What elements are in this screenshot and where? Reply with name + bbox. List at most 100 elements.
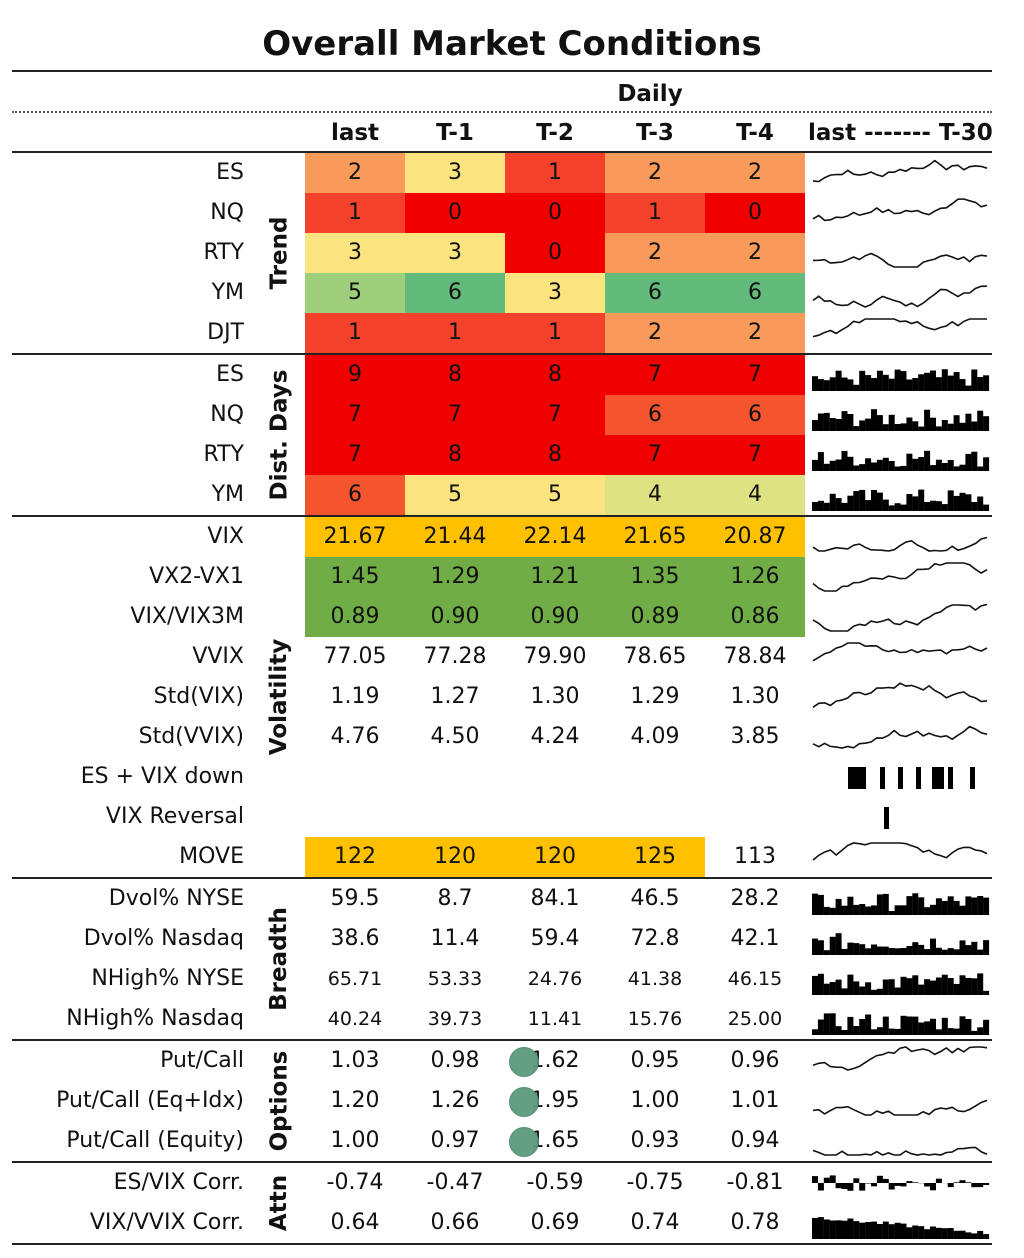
sparkline-bar — [906, 978, 913, 995]
sparkline-bar — [835, 1220, 842, 1239]
value-cell — [705, 757, 805, 797]
row-label: ES + VIX down — [80, 764, 244, 789]
sparkline-bar — [977, 410, 984, 431]
sparkline-bar — [977, 896, 984, 915]
sparkline-bar — [841, 502, 848, 511]
sparkline-bar — [900, 905, 907, 915]
sparkline-bar — [947, 1228, 954, 1239]
value-cell: 3 — [405, 153, 505, 193]
sparkline-bar — [876, 492, 883, 511]
sparkline-bar — [906, 1181, 913, 1183]
sparkline-bar — [871, 462, 877, 471]
sparkline-bar — [965, 453, 972, 471]
sparkline-bar — [829, 493, 836, 511]
sparkline-bar — [841, 1030, 848, 1035]
sparkline-bar — [983, 1234, 990, 1239]
sparkline-bar — [882, 893, 889, 915]
sparkline-bar — [817, 1217, 824, 1239]
value-cell: 8.7 — [437, 886, 473, 911]
value-cell: -0.74 — [326, 1170, 384, 1195]
value-cell: 125 — [605, 837, 705, 877]
sparkline-bar — [965, 1019, 972, 1035]
sparkline-bar — [977, 973, 984, 995]
sparkline-bar — [859, 420, 866, 431]
sparkline-bar — [835, 979, 842, 995]
value-cell: 8 — [405, 435, 505, 475]
sparkline-bar — [812, 1176, 818, 1183]
sparkline-bar — [965, 413, 972, 431]
value-cell: 1 — [405, 313, 505, 353]
value-cell: 2 — [705, 153, 805, 193]
sparkline-bar — [823, 463, 830, 471]
sparkline-bar — [882, 1221, 889, 1239]
sparkline-bar — [918, 489, 925, 511]
value-cell: 28.2 — [730, 886, 780, 911]
sparkline-bar — [953, 1230, 960, 1239]
value-cell: 22.14 — [505, 517, 605, 557]
sparkline-bar — [847, 1218, 854, 1239]
value-cell: 46.15 — [727, 968, 783, 990]
sparkline-bar — [841, 377, 848, 391]
sparkline-bar — [853, 904, 860, 915]
value-cell: 11.4 — [430, 926, 480, 951]
value-cell: 1.00 — [330, 1128, 380, 1153]
sparkline-bar — [953, 983, 960, 995]
group-label: Breadth — [264, 879, 294, 1039]
sparkline-event — [848, 767, 866, 789]
value-cell: 1 — [305, 313, 405, 353]
value-cell: 1.29 — [405, 557, 505, 597]
row-label: Dvol% Nasdaq — [83, 926, 244, 951]
sparkline-bar — [859, 1222, 866, 1239]
sparkline-bar — [882, 979, 889, 995]
value-cell: 0.89 — [305, 597, 405, 637]
sparkline-bar — [817, 1019, 824, 1035]
value-cell: 25.00 — [727, 1008, 783, 1030]
value-cell: 0 — [705, 193, 805, 233]
sparkline-bar — [853, 1221, 860, 1239]
row-label: MOVE — [179, 844, 244, 869]
sparkline-bar — [930, 980, 936, 995]
sparkline-bar — [959, 1016, 966, 1035]
sparkline-bar — [847, 495, 854, 511]
sparkline-bar — [829, 936, 836, 955]
sparkline-bar — [894, 987, 901, 995]
period-header: Daily — [617, 81, 683, 107]
sparkline-bar — [935, 1029, 942, 1035]
sparkline-bar — [841, 905, 848, 915]
row-label: Std(VVIX) — [138, 724, 244, 749]
sparkline-event — [898, 767, 903, 789]
value-cell: -0.81 — [726, 1170, 784, 1195]
sparkline-path — [812, 318, 987, 338]
value-cell: 1.30 — [530, 684, 580, 709]
sparkline-bar — [918, 1022, 925, 1035]
sparkline-bar — [835, 1026, 842, 1035]
sparkline-bar — [953, 900, 960, 915]
value-cell: 0.90 — [505, 597, 605, 637]
section-rule — [12, 151, 992, 153]
value-cell: 2 — [605, 313, 705, 353]
sparkline-bar — [924, 409, 931, 431]
sparkline-bar — [947, 460, 954, 471]
sparkline-bar — [941, 974, 948, 995]
sparkline-bar — [930, 465, 936, 471]
sparkline-bar — [941, 1017, 948, 1035]
sparkline-bar — [835, 459, 842, 471]
sparkline-bar — [965, 1182, 972, 1183]
sparkline-bar — [947, 896, 954, 915]
sparkline-bar — [906, 1227, 913, 1239]
sparkline-bar — [947, 490, 954, 511]
row-label: RTY — [203, 240, 244, 265]
sparkline-bar — [853, 384, 860, 391]
sparkline-path — [812, 285, 988, 308]
sparkline-bar — [935, 898, 942, 915]
value-cell: 1 — [505, 313, 605, 353]
sparkline — [812, 409, 990, 431]
sparkline — [812, 198, 988, 222]
sparkline-bar — [912, 1182, 919, 1183]
sparkline-bar — [900, 423, 907, 431]
sparkline-bar — [882, 424, 889, 431]
sparkline-bar — [823, 1219, 830, 1239]
sparkline-bar — [812, 420, 818, 431]
sparkline — [812, 252, 988, 268]
sparkline-bar — [941, 463, 948, 471]
